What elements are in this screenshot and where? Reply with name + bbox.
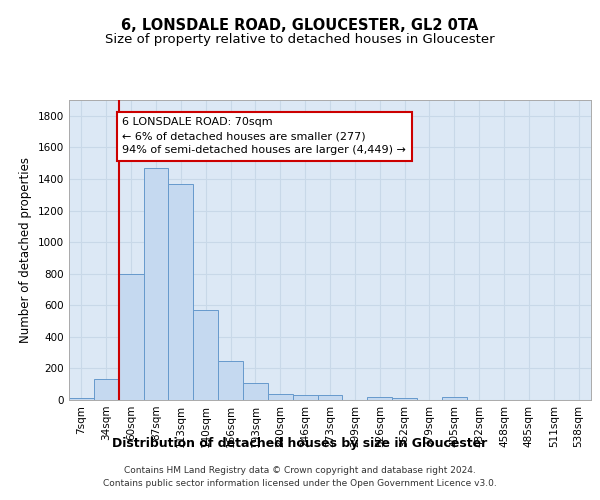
Bar <box>119 274 143 400</box>
Bar <box>442 397 467 400</box>
Bar <box>69 398 94 400</box>
Bar <box>193 310 218 400</box>
Text: Contains HM Land Registry data © Crown copyright and database right 2024.
Contai: Contains HM Land Registry data © Crown c… <box>103 466 497 487</box>
Bar <box>243 382 268 400</box>
Bar <box>268 394 293 400</box>
Bar <box>218 360 243 400</box>
Text: Size of property relative to detached houses in Gloucester: Size of property relative to detached ho… <box>105 32 495 46</box>
Text: 6, LONSDALE ROAD, GLOUCESTER, GL2 0TA: 6, LONSDALE ROAD, GLOUCESTER, GL2 0TA <box>121 18 479 32</box>
Bar <box>367 397 392 400</box>
Y-axis label: Number of detached properties: Number of detached properties <box>19 157 32 343</box>
Bar <box>392 398 417 400</box>
Text: Distribution of detached houses by size in Gloucester: Distribution of detached houses by size … <box>112 438 488 450</box>
Bar <box>94 380 119 400</box>
Bar <box>143 168 169 400</box>
Bar <box>317 396 343 400</box>
Bar <box>169 184 193 400</box>
Text: 6 LONSDALE ROAD: 70sqm
← 6% of detached houses are smaller (277)
94% of semi-det: 6 LONSDALE ROAD: 70sqm ← 6% of detached … <box>122 118 406 156</box>
Bar <box>293 396 317 400</box>
